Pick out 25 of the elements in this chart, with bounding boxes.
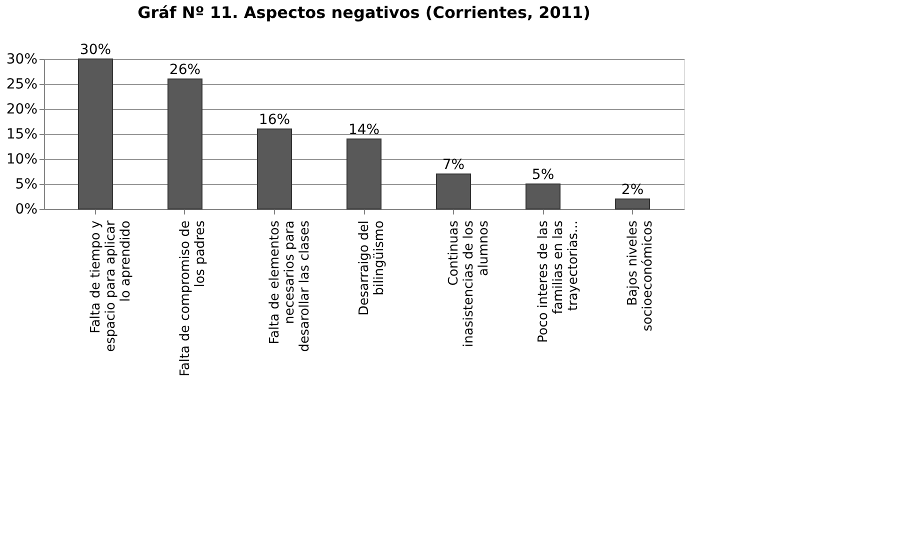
y-tick-label: 30% [6,52,38,68]
bar [526,184,561,210]
chart-title: Gráf Nº 11. Aspectos negativos (Corrientes, 2011) [138,3,590,22]
y-tick-label: 15% [6,126,38,142]
bar [78,58,113,210]
data-label: 16% [258,112,290,128]
bar [615,198,650,210]
x-tick-label: Continuas inasistencias de los alumnos [446,220,492,348]
data-label: 7% [442,157,465,173]
data-label: 26% [169,62,201,78]
data-label: 30% [80,42,112,58]
y-tick-label: 25% [6,76,38,92]
bar [167,78,202,210]
x-tick-label: Poco interes de las familias en las trayectorias... [536,220,582,343]
x-tick-label: Falta de tiempo y espacio para aplicar lo aprendido [88,220,134,352]
y-tick-label: 5% [15,176,38,192]
data-label: 2% [621,182,644,198]
y-tick-label: 20% [6,102,38,118]
data-label: 14% [348,122,380,138]
bar [256,128,292,210]
bar [346,138,382,210]
y-tick-label: 10% [6,152,38,168]
data-label: 5% [532,167,554,183]
bar [436,174,472,210]
y-tick-label: 0% [15,202,38,218]
